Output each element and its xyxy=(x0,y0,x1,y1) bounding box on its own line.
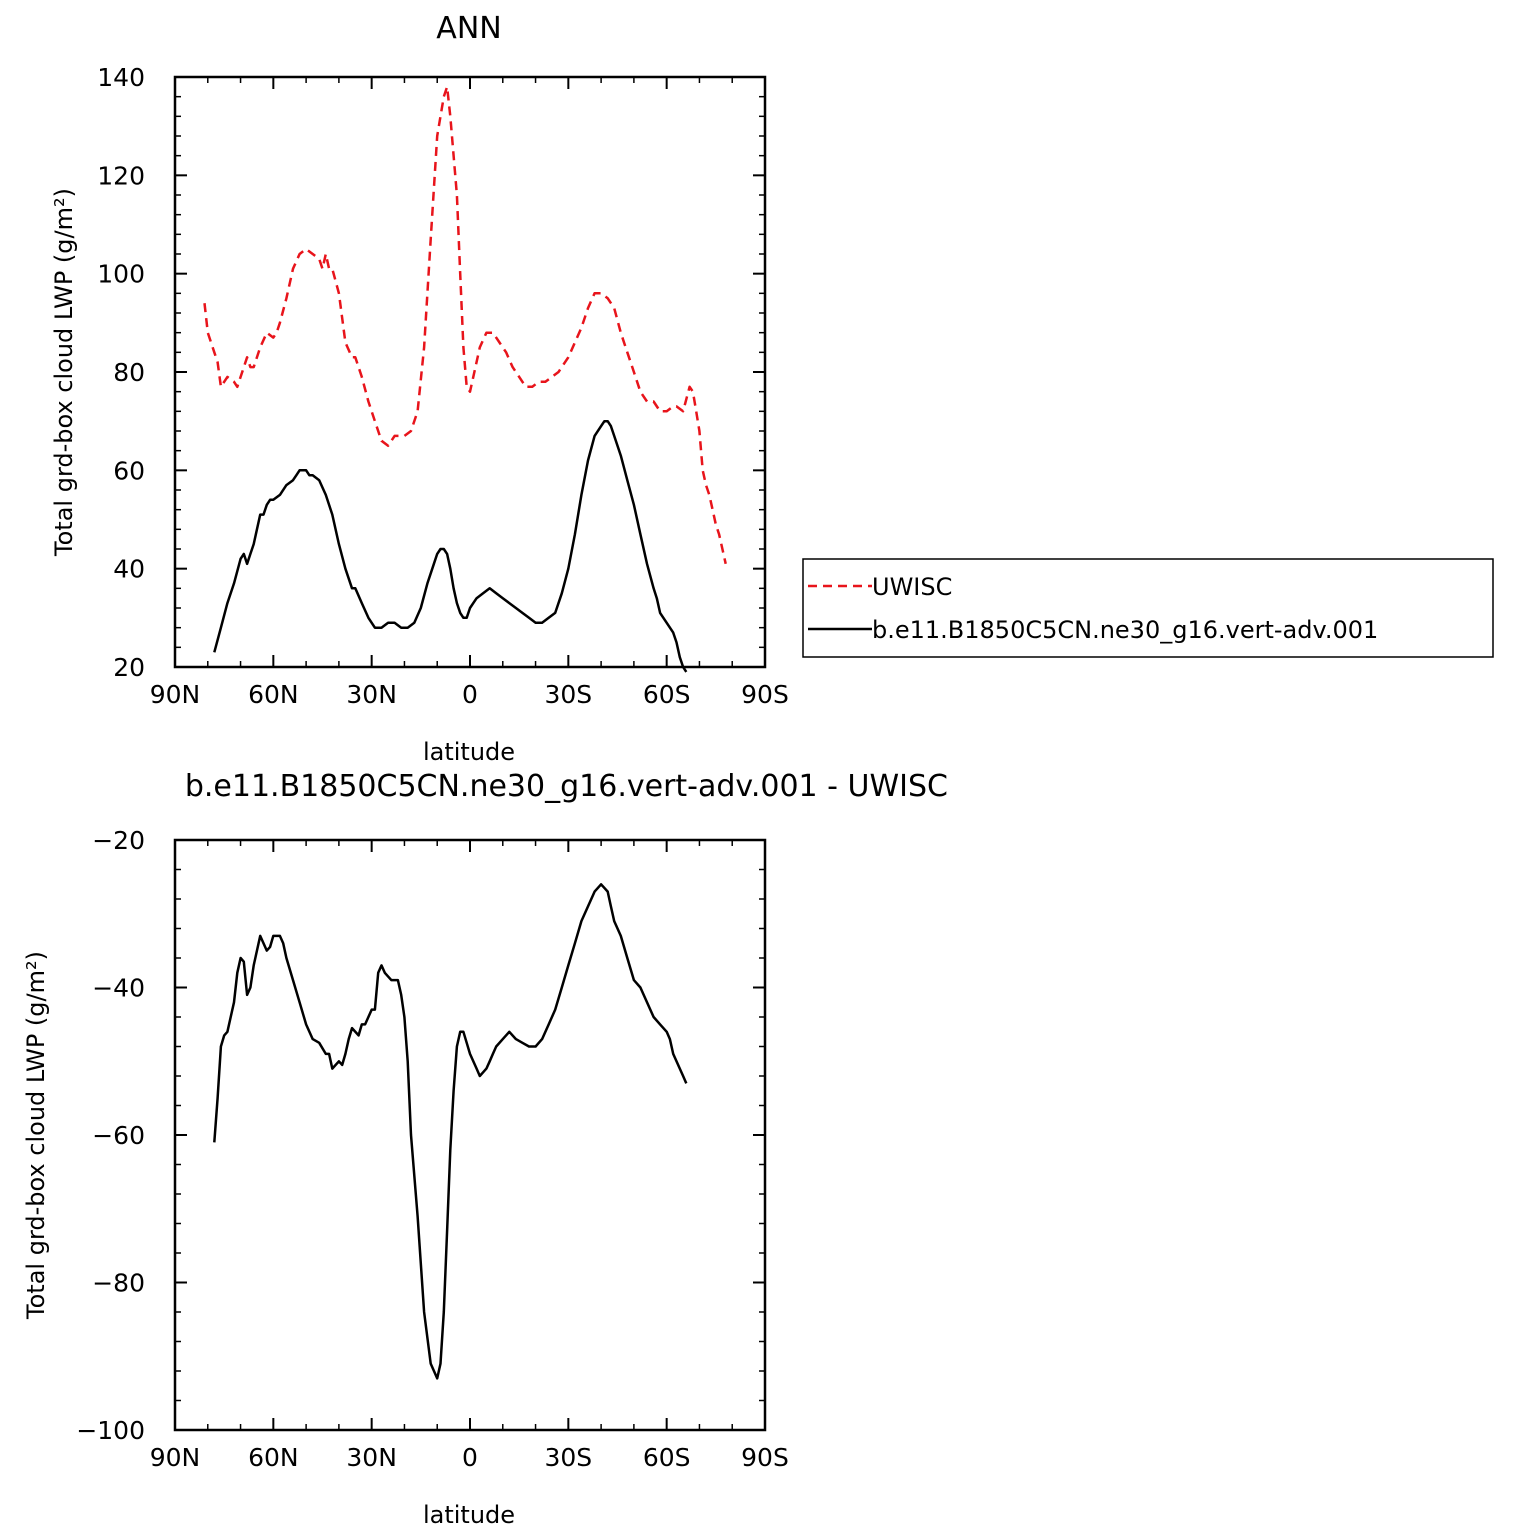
bottom-title: b.e11.B1850C5CN.ne30_g16.vert-adv.001 - … xyxy=(185,769,948,804)
legend-box xyxy=(802,558,1494,658)
top-xtick-label: 0 xyxy=(462,680,478,709)
bottom-xtick-label: 60N xyxy=(248,1443,299,1472)
legend: UWISC b.e11.B1850C5CN.ne30_g16.vert-adv.… xyxy=(802,558,1494,658)
bottom-plot-frame xyxy=(173,838,767,1432)
top-series xyxy=(203,85,727,673)
bottom-panel: b.e11.B1850C5CN.ne30_g16.vert-adv.001 - … xyxy=(22,769,948,1529)
top-ylabel: Total grd-box cloud LWP (g/m²) xyxy=(50,188,78,557)
top-xlabel: latitude xyxy=(423,738,515,766)
top-xtick-label: 60S xyxy=(643,680,691,709)
top-xtick-label: 30N xyxy=(346,680,397,709)
bottom-ytick-label: −60 xyxy=(92,1121,145,1150)
top-ytick-label: 40 xyxy=(113,555,145,584)
bottom-xtick-label: 30N xyxy=(346,1443,397,1472)
top-panel: ANN Total grd-box cloud LWP (g/m²) latit… xyxy=(50,11,789,766)
top-series-line-1 xyxy=(213,419,688,673)
legend-label-uwisc: UWISC xyxy=(872,573,952,601)
top-xtick-label: 90S xyxy=(741,680,789,709)
bottom-xtick-label: 90N xyxy=(150,1443,201,1472)
bottom-series-line-0 xyxy=(213,883,688,1380)
top-xtick-label: 90N xyxy=(150,680,201,709)
top-xtick-label: 60N xyxy=(248,680,299,709)
legend-label-model: b.e11.B1850C5CN.ne30_g16.vert-adv.001 xyxy=(872,616,1378,644)
top-ytick-label: 100 xyxy=(97,260,145,289)
top-ytick-label: 20 xyxy=(113,653,145,682)
bottom-xlabel: latitude xyxy=(423,1501,515,1529)
bottom-series xyxy=(213,883,688,1380)
bottom-ticks: 90N 60N 30N 0 30S 60S 90S −100 −80 −60 −40 −20 xyxy=(76,826,789,1472)
bottom-xtick-label: 30S xyxy=(544,1443,592,1472)
top-ticks: 90N 60N 30N 0 30S 60S 90S 20 40 60 80 100 120 140 xyxy=(97,63,789,709)
bottom-ytick-label: −40 xyxy=(92,974,145,1003)
bottom-ytick-label: −80 xyxy=(92,1269,145,1298)
top-ytick-label: 140 xyxy=(97,63,145,92)
bottom-ytick-label: −100 xyxy=(76,1416,145,1445)
top-title: ANN xyxy=(436,11,501,46)
bottom-ytick-label: −20 xyxy=(92,826,145,855)
top-ytick-label: 120 xyxy=(97,161,145,190)
top-series-line-0 xyxy=(203,85,727,565)
bottom-ylabel: Total grd-box cloud LWP (g/m²) xyxy=(22,951,50,1320)
top-ytick-label: 60 xyxy=(113,456,145,485)
bottom-xtick-label: 0 xyxy=(462,1443,478,1472)
top-ytick-label: 80 xyxy=(113,358,145,387)
top-plot-frame xyxy=(173,75,767,669)
bottom-xtick-label: 60S xyxy=(643,1443,691,1472)
bottom-xtick-label: 90S xyxy=(741,1443,789,1472)
top-xtick-label: 30S xyxy=(544,680,592,709)
